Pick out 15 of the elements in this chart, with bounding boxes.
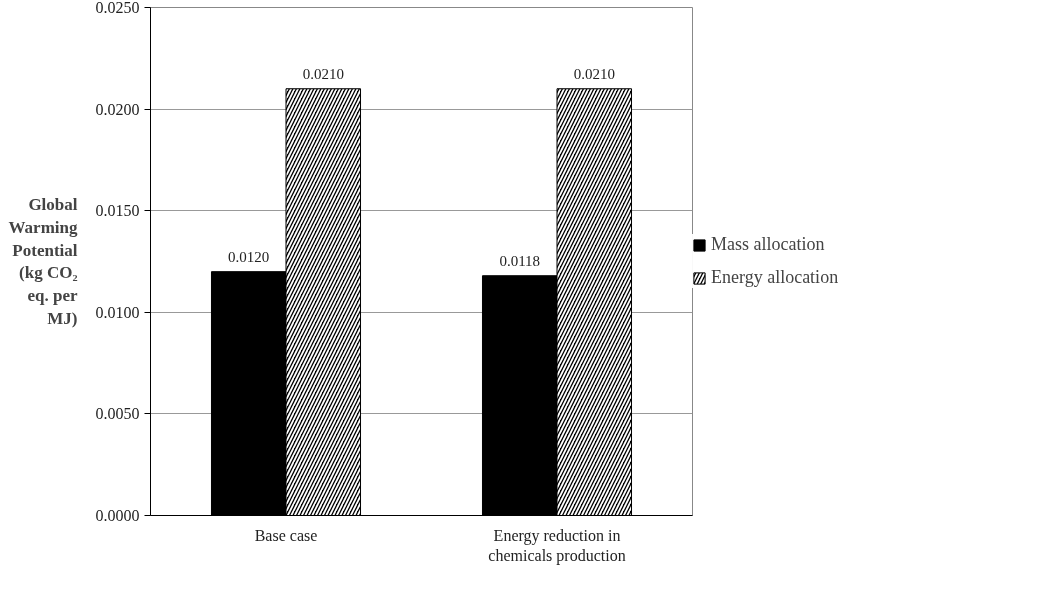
legend-label: Energy allocation [711,267,839,288]
y-tick-label: 0.0250 [95,0,140,16]
y-tick-label: 0.0200 [95,100,140,118]
text: 0.0210 [573,65,615,82]
text: 0.0118 [499,252,541,269]
y-tick-label: 0.0100 [95,303,140,321]
y-axis-title: Global Warming Potential (kg CO₂ eq. per MJ) [8,195,78,328]
x-tick-label: Energy reduction in chemicals production [488,526,626,565]
y-tick-label: 0.0000 [95,507,140,524]
text: 0.0120 [228,248,270,265]
y-tick-label: 0.0150 [95,202,140,220]
text: 0.0210 [302,65,344,82]
x-tick-label: Base case [254,526,318,544]
legend-label: Mass allocation [711,234,825,255]
y-tick-label: 0.0050 [95,405,140,423]
